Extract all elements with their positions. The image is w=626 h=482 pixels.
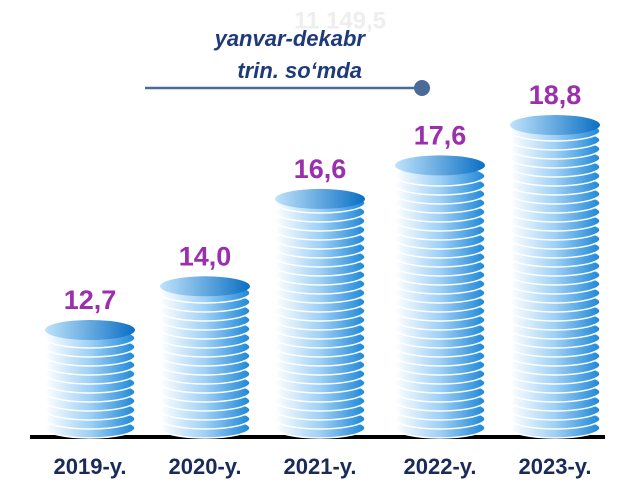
coin-top (275, 189, 365, 209)
coin-stack (275, 189, 365, 438)
coin-top (395, 155, 485, 175)
value-label: 12,7 (64, 285, 117, 315)
coin-top (510, 115, 600, 135)
coin-stack (395, 155, 485, 438)
value-label: 18,8 (529, 80, 582, 110)
x-tick-label: 2021-y. (284, 454, 357, 479)
x-tick-label: 2019-y. (54, 454, 127, 479)
coin-top (45, 320, 135, 340)
coin-stack (510, 115, 600, 438)
chart-subtitle: trin. so‘mda (237, 58, 362, 83)
value-label: 17,6 (414, 120, 467, 150)
x-tick-label: 2020-y. (169, 454, 242, 479)
x-tick-label: 2023-y. (519, 454, 592, 479)
coin-stack (45, 320, 135, 438)
value-label: 16,6 (294, 154, 347, 184)
chart-title: yanvar-dekabr (214, 26, 367, 51)
decor-dot (414, 80, 430, 96)
x-tick-label: 2022-y. (404, 454, 477, 479)
coin-stack (160, 276, 250, 438)
chart: 11 149,5 yanvar-dekabr trin. so‘mda 12,7… (0, 0, 626, 482)
value-label: 14,0 (179, 241, 232, 271)
coin-top (160, 276, 250, 296)
